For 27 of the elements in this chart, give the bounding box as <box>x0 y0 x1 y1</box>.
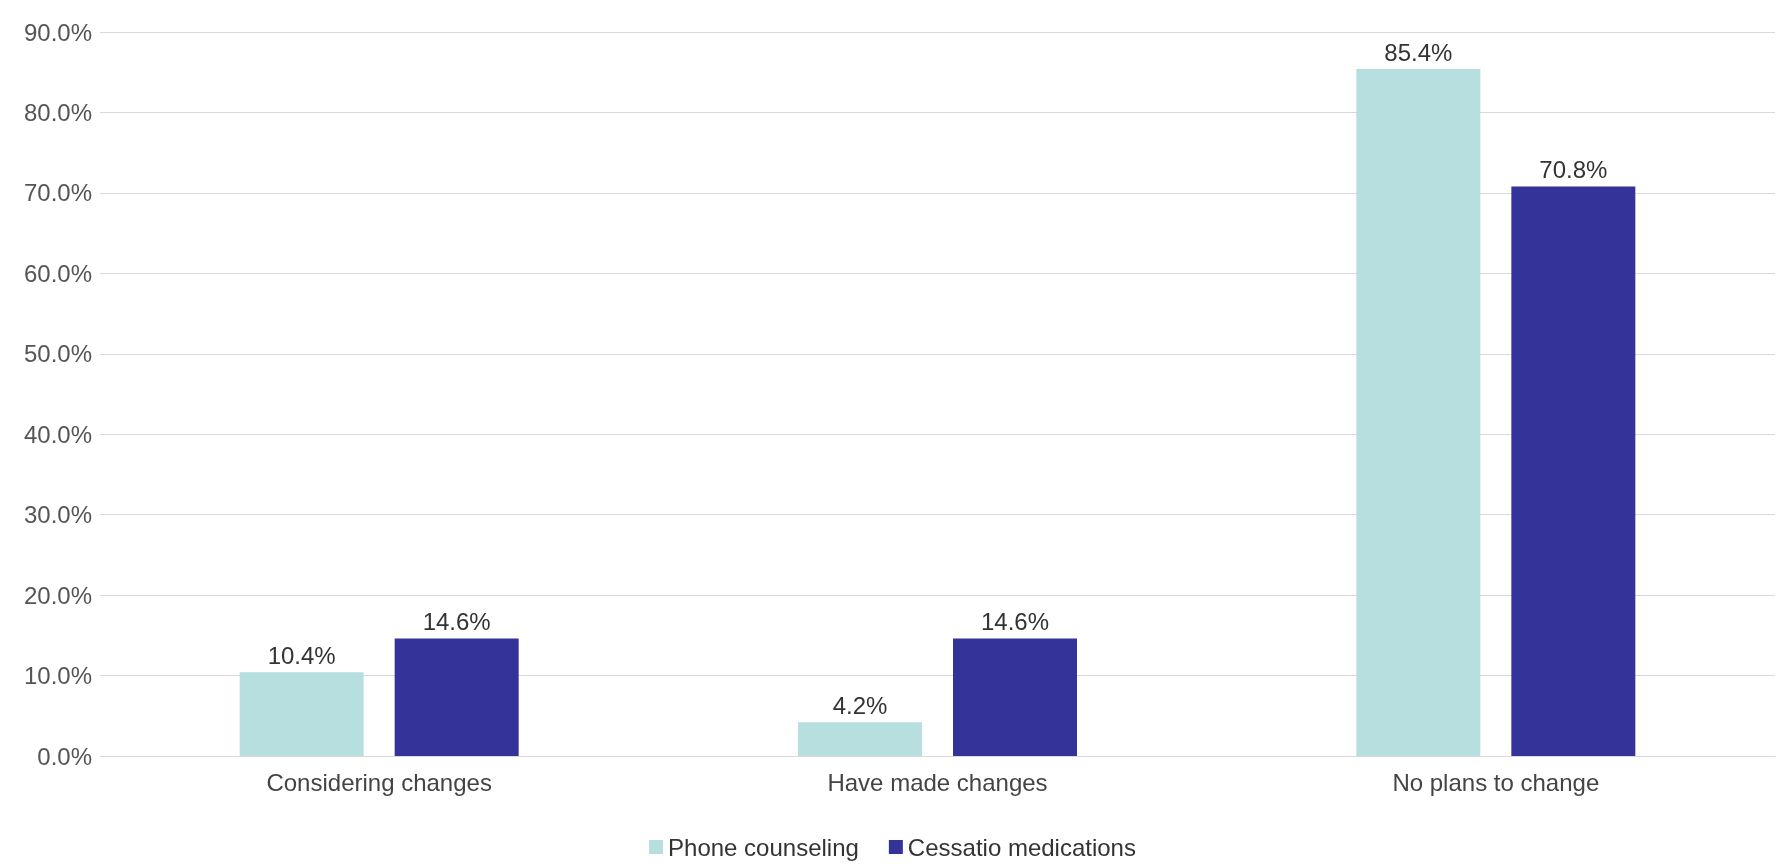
data-label: 14.6% <box>980 608 1050 636</box>
y-tick-label: 10.0% <box>23 662 92 690</box>
data-label: 70.8% <box>1539 155 1608 183</box>
y-tick-label: 30.0% <box>23 501 92 529</box>
bar <box>1511 186 1636 756</box>
y-tick-label: 70.0% <box>23 179 92 207</box>
x-tick-label: Considering changes <box>266 768 492 796</box>
x-tick-label: No plans to change <box>1392 768 1600 796</box>
data-label: 4.2% <box>832 691 888 719</box>
legend-label: Cessatio medications <box>907 833 1136 861</box>
bar <box>239 672 364 756</box>
data-label: 85.4% <box>1384 38 1453 66</box>
y-tick-label: 60.0% <box>23 259 92 287</box>
data-label: 10.4% <box>267 641 336 669</box>
bar <box>953 638 1077 756</box>
y-tick-label: 90.0% <box>23 18 92 46</box>
legend-label: Phone counseling <box>668 833 859 861</box>
y-tick-label: 50.0% <box>23 340 92 368</box>
bar <box>394 638 519 756</box>
y-tick-label: 80.0% <box>23 98 92 126</box>
data-label: 14.6% <box>422 608 491 636</box>
bar <box>798 722 922 756</box>
y-tick-label: 0.0% <box>37 742 92 770</box>
x-tick-label: Have made changes <box>827 768 1048 796</box>
y-tick-label: 20.0% <box>23 581 92 609</box>
y-tick-label: 40.0% <box>23 420 92 448</box>
bar <box>1356 69 1481 756</box>
